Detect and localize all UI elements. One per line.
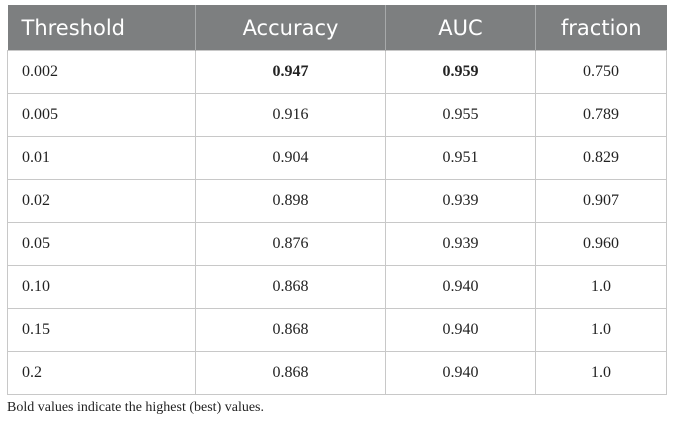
- table-cell: 0.868: [195, 265, 386, 309]
- table-body: 0.002 0.947 0.959 0.750 0.005 0.916 0.955 0.789…: [7, 50, 667, 395]
- table-row: 0.02 0.898 0.939 0.907: [7, 179, 667, 223]
- table-cell: 0.750: [535, 50, 667, 94]
- footnote: Bold values indicate the highest (best) …: [7, 400, 264, 415]
- table-cell: 1.0: [535, 351, 667, 395]
- table-cell: 1.0: [535, 265, 667, 309]
- table-cell: 0.05: [7, 222, 196, 266]
- table-cell: 0.940: [385, 351, 536, 395]
- table-cell: 0.916: [195, 93, 386, 137]
- table-cell: 0.01: [7, 136, 196, 180]
- table-cell: 0.868: [195, 351, 386, 395]
- table-cell: 0.789: [535, 93, 667, 137]
- table-cell: 0.939: [385, 179, 536, 223]
- column-header: AUC: [385, 5, 536, 51]
- table-row: 0.2 0.868 0.940 1.0: [7, 351, 667, 395]
- table-row: 0.01 0.904 0.951 0.829: [7, 136, 667, 180]
- table-row: 0.002 0.947 0.959 0.750: [7, 50, 667, 94]
- column-header: Threshold: [7, 5, 196, 51]
- table-row: 0.15 0.868 0.940 1.0: [7, 308, 667, 352]
- table-cell: 0.947: [195, 50, 386, 94]
- table-cell: 0.005: [7, 93, 196, 137]
- table-cell: 0.02: [7, 179, 196, 223]
- table-cell: 0.15: [7, 308, 196, 352]
- table-cell: 0.904: [195, 136, 386, 180]
- table-cell: 0.960: [535, 222, 667, 266]
- table-cell: 0.951: [385, 136, 536, 180]
- table-cell: 0.2: [7, 351, 196, 395]
- table-cell: 0.10: [7, 265, 196, 309]
- column-header: fraction: [535, 5, 667, 51]
- column-header: Accuracy: [195, 5, 386, 51]
- table-cell: 0.898: [195, 179, 386, 223]
- table-cell: 0.876: [195, 222, 386, 266]
- table-cell: 0.959: [385, 50, 536, 94]
- table-row: 0.05 0.876 0.939 0.960: [7, 222, 667, 266]
- table-row: 0.005 0.916 0.955 0.789: [7, 93, 667, 137]
- header-row: Threshold Accuracy AUC fraction: [7, 5, 667, 51]
- table-cell: 0.002: [7, 50, 196, 94]
- table-cell: 0.868: [195, 308, 386, 352]
- table-cell: 1.0: [535, 308, 667, 352]
- table-row: 0.10 0.868 0.940 1.0: [7, 265, 667, 309]
- table-cell: 0.829: [535, 136, 667, 180]
- table-cell: 0.940: [385, 265, 536, 309]
- table-cell: 0.907: [535, 179, 667, 223]
- table-cell: 0.939: [385, 222, 536, 266]
- table-cell: 0.940: [385, 308, 536, 352]
- results-table: Threshold Accuracy AUC fraction 0.002 0.947 0…: [7, 5, 667, 395]
- table-cell: 0.955: [385, 93, 536, 137]
